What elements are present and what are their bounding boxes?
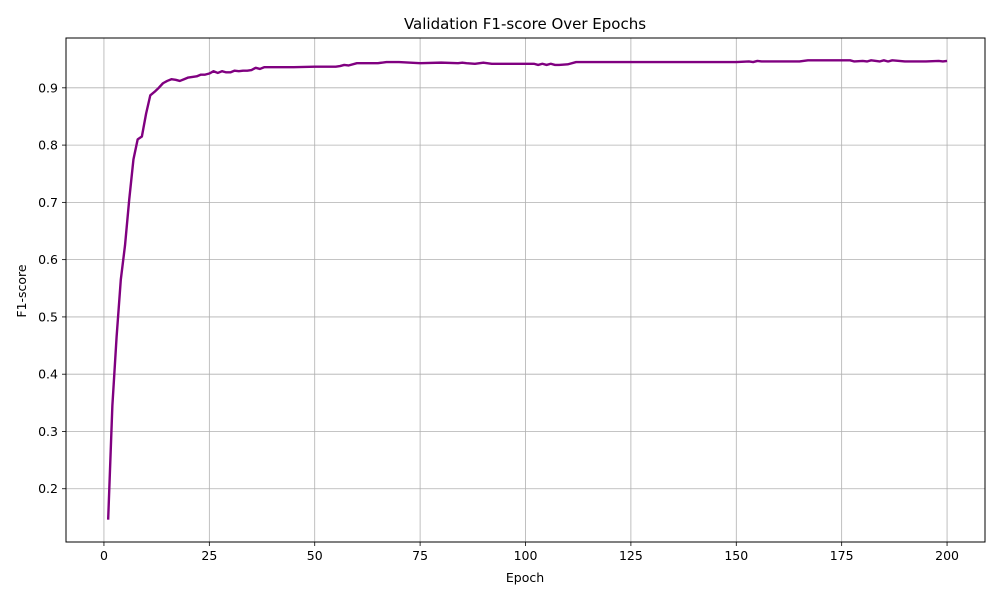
y-tick-label: 0.5 (38, 309, 58, 324)
series-line (106, 59, 948, 520)
grid (66, 38, 985, 542)
x-tick-label: 100 (514, 548, 538, 563)
y-tick-label: 0.9 (38, 80, 58, 95)
x-tick-label: 50 (307, 548, 323, 563)
y-axis-label: F1-score (14, 264, 29, 318)
y-axis-ticks: 0.2 0.3 0.4 0.5 0.6 0.7 0.8 0.9 (38, 80, 66, 496)
series-layer (106, 59, 948, 520)
x-tick-label: 200 (935, 548, 959, 563)
x-tick-label: 125 (619, 548, 643, 563)
x-axis-label: Epoch (506, 570, 544, 585)
y-tick-label: 0.8 (38, 138, 58, 153)
chart-title: Validation F1-score Over Epochs (404, 15, 646, 33)
y-tick-label: 0.7 (38, 195, 58, 210)
y-tick-label: 0.2 (38, 481, 58, 496)
y-tick-label: 0.3 (38, 424, 58, 439)
y-tick-label: 0.6 (38, 252, 58, 267)
x-tick-label: 0 (100, 548, 108, 563)
y-tick-label: 0.4 (38, 367, 58, 382)
x-tick-label: 75 (412, 548, 428, 563)
x-axis-ticks: 0 25 50 75 100 125 150 175 200 (100, 542, 959, 563)
x-tick-label: 175 (830, 548, 854, 563)
x-tick-label: 25 (201, 548, 217, 563)
x-tick-label: 150 (724, 548, 748, 563)
